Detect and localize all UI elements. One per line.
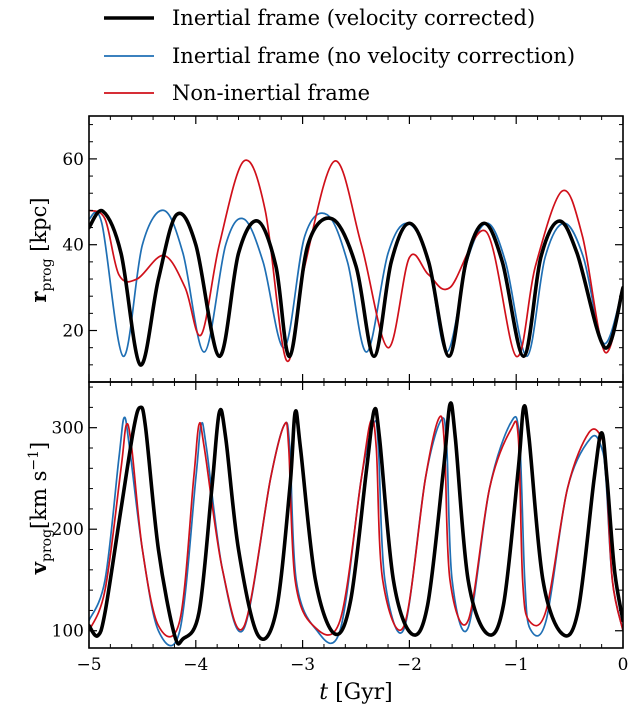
xtick-label-neg4: −4: [183, 655, 208, 675]
bottom-series-group: [89, 401, 623, 647]
top-line-no-velocity-correction: [89, 209, 623, 358]
bottom-ytick-label-100: 100: [52, 622, 84, 642]
top-y-label-unit-gap: [27, 252, 51, 259]
top-line-non-inertial: [89, 159, 623, 363]
top-y-label-main: r: [26, 291, 51, 303]
top-line-velocity-corrected: [89, 208, 623, 367]
bottom-y-axis-label: vprog[km s−1]: [26, 442, 55, 575]
top-panel: 20 40 60: [62, 115, 624, 383]
bottom-panel: 100 200 300 −5 −4 −3 −2 −1 0: [52, 381, 629, 675]
top-ytick-label-20: 20: [62, 322, 84, 342]
bottom-ytick-label-300: 300: [52, 419, 84, 439]
top-y-label-sub: prog: [39, 258, 55, 291]
xtick-label-neg5: −5: [76, 655, 101, 675]
top-series-group: [89, 159, 623, 367]
legend-label-no-velocity-correction: Inertial frame (no velocity correction): [172, 44, 575, 68]
xtick-label-0: 0: [618, 655, 629, 675]
bottom-y-label-main: v: [26, 561, 51, 575]
x-label-var: t: [319, 680, 328, 705]
legend-label-non-inertial: Non-inertial frame: [172, 81, 370, 105]
x-axis-label: t [Gyr]: [319, 680, 393, 705]
top-y-label-unit: [kpc]: [27, 197, 51, 251]
bottom-y-label-unit-sup: −1: [26, 450, 42, 471]
xtick-label-neg1: −1: [504, 655, 529, 675]
bottom-ytick-label-200: 200: [52, 520, 84, 540]
xtick-label-neg2: −2: [397, 655, 422, 675]
legend-label-velocity-corrected: Inertial frame (velocity corrected): [172, 6, 535, 30]
legend: Inertial frame (velocity corrected) Iner…: [104, 6, 575, 105]
bottom-y-label-sub: prog: [39, 529, 55, 562]
bottom-y-label-unit-close: ]: [27, 442, 51, 450]
bottom-y-label-unit: [km s: [27, 471, 51, 529]
x-label-unit: [Gyr]: [335, 680, 393, 705]
xtick-label-neg3: −3: [290, 655, 315, 675]
top-ytick-label-40: 40: [62, 236, 84, 256]
bottom-line-velocity-corrected: [89, 401, 623, 646]
top-y-axis-label: rprog [kpc]: [26, 197, 55, 302]
x-label-unit-gap: [328, 680, 335, 705]
top-ytick-label-60: 60: [62, 150, 84, 170]
bottom-frame: [88, 381, 624, 649]
